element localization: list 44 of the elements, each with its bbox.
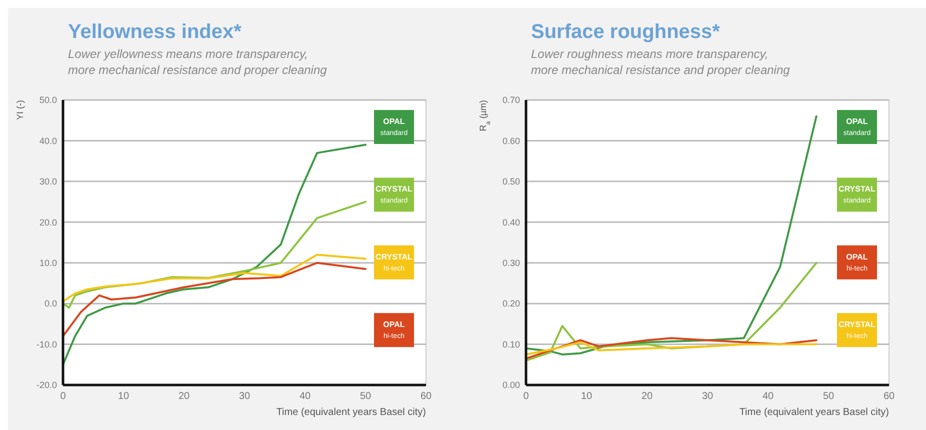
y-tick-label: 0.00 [502, 380, 520, 390]
y-tick-label: 30.0 [39, 176, 57, 187]
chart-title: Surface roughness* [531, 21, 720, 43]
line-series [525, 341, 818, 356]
x-tick-label: 20 [641, 391, 653, 402]
x-tick-label: 40 [762, 391, 774, 402]
x-tick-label: 30 [238, 391, 250, 402]
y-tick-label: -10.0 [36, 339, 57, 350]
line-series [62, 144, 366, 366]
y-tick-label: 50.0 [39, 95, 57, 106]
y-tick-label: 0.40 [502, 217, 520, 228]
y-tick-label: 40.0 [39, 136, 57, 146]
y-tick-label: 0.20 [502, 298, 520, 309]
x-tick-label: 60 [420, 391, 432, 402]
x-axis-title: Time (equivalent years Basel city) [276, 407, 426, 418]
line-series [62, 254, 366, 303]
chart-title: Yellowness index* [68, 21, 242, 43]
y-tick-label: -20.0 [36, 380, 57, 390]
y-tick-label: 0.70 [502, 95, 520, 106]
y-tick-label: 0.50 [502, 176, 520, 187]
x-tick-label: 40 [299, 391, 311, 402]
chart-subtitle: Lower roughness means more transparency, more mechanical resistance and proper cleaning [531, 47, 790, 77]
y-tick-label: 0.60 [502, 136, 520, 146]
chart-subtitle: Lower yellowness means more transparency, more mechanical resistance and proper cleaning [68, 47, 328, 77]
y-axis-title: YI (-) [15, 100, 25, 120]
x-tick-label: 50 [822, 391, 834, 402]
x-tick-label: 20 [178, 391, 190, 402]
x-tick-label: 60 [883, 391, 895, 402]
y-tick-label: 20.0 [39, 217, 57, 228]
x-tick-label: 0 [523, 391, 530, 402]
x-tick-label: 0 [60, 391, 66, 402]
line-series [62, 200, 366, 309]
x-axis-title: Time (equivalent years Basel city) [739, 407, 889, 418]
line-series [525, 337, 818, 360]
x-tick-label: 50 [360, 391, 372, 402]
x-tick-label: 10 [118, 391, 130, 402]
y-tick-label: 10.0 [39, 258, 57, 268]
x-tick-label: 10 [580, 391, 592, 402]
line-series [525, 115, 818, 356]
y-tick-label: 0.10 [502, 339, 520, 350]
y-tick-label: 0.0 [44, 298, 57, 309]
x-tick-label: 30 [702, 391, 714, 402]
line-series [62, 262, 366, 338]
y-tick-label: 0.30 [502, 258, 520, 268]
